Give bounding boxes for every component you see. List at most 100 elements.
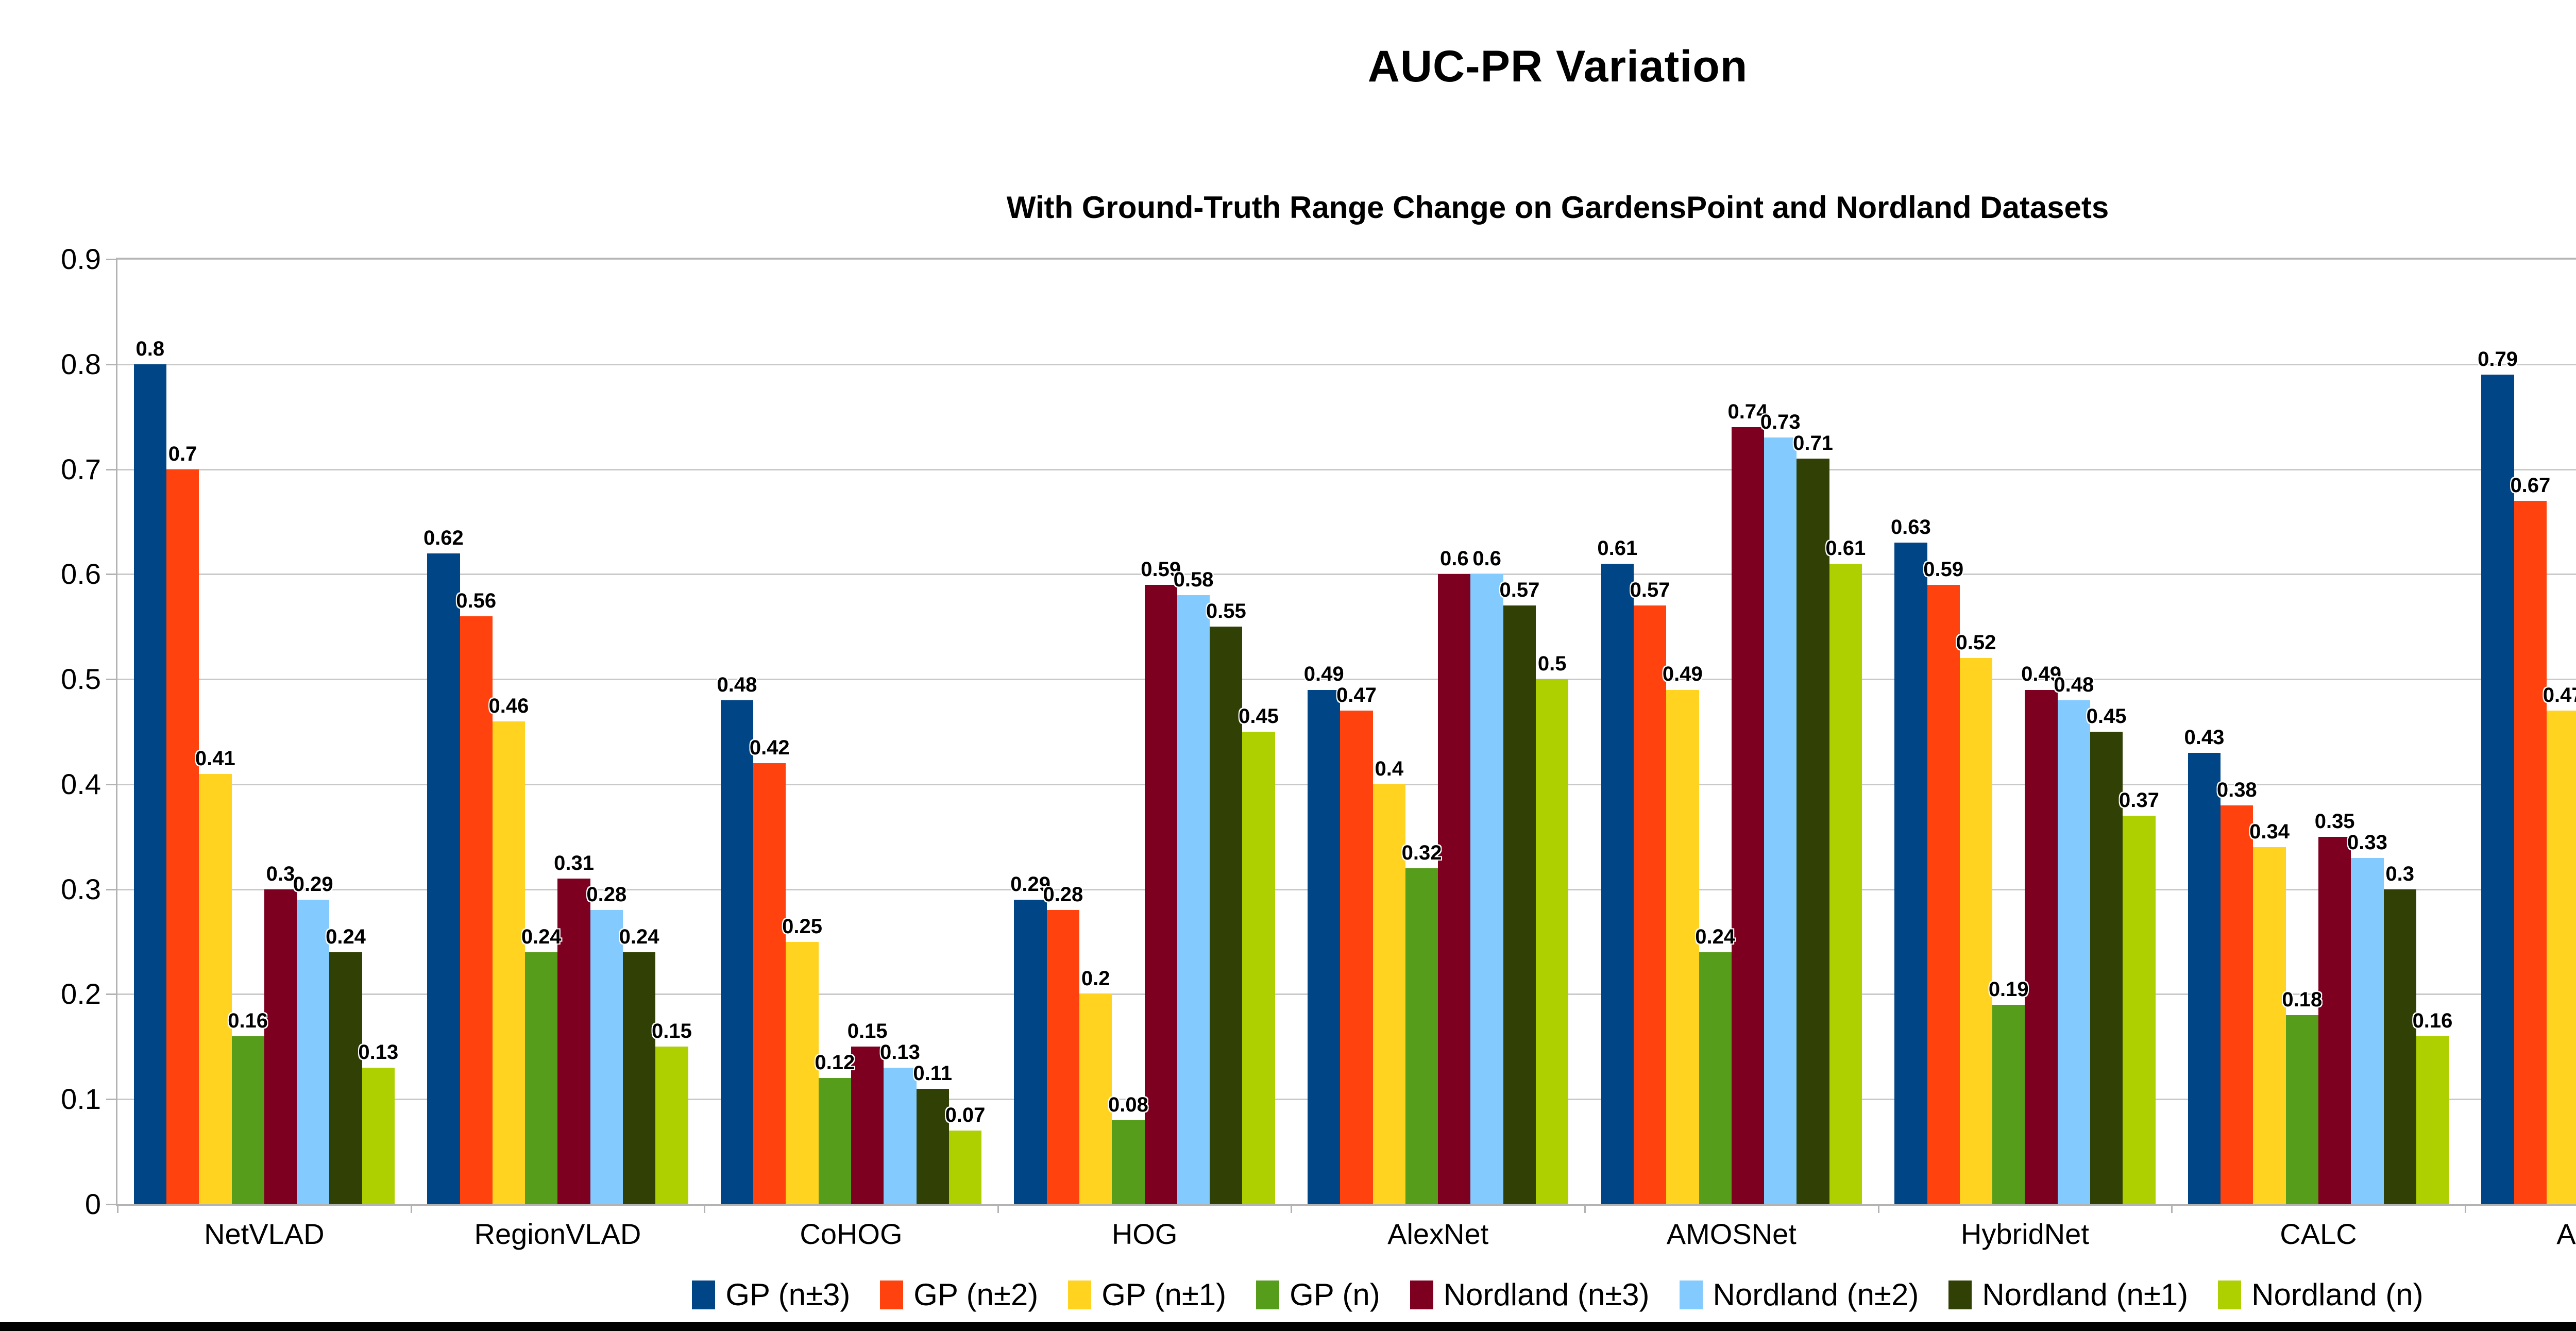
bar-gp-n±1--cohog [786, 941, 819, 1204]
legend-item: Nordland (n±3) [1410, 1277, 1650, 1312]
bar-nordland-n--calc [2416, 1036, 2449, 1204]
bar-value-label: 0.43 [2184, 726, 2225, 749]
y-axis-tick [106, 363, 116, 365]
gridline [117, 679, 2576, 681]
bar-value-label: 0.47 [1336, 684, 1377, 707]
x-axis-category-label: RegionVLAD [474, 1218, 641, 1250]
bar-value-label: 0.31 [554, 852, 594, 875]
legend-swatch [1948, 1280, 1972, 1309]
bar-gp-n±2--regionvlad [460, 616, 493, 1204]
x-axis-tick [704, 1206, 706, 1213]
y-axis-tick [106, 259, 116, 260]
bar-nordland-n±1--calc [2383, 889, 2416, 1204]
x-axis-tick [1877, 1206, 1879, 1213]
bar-value-label: 0.35 [2314, 810, 2355, 833]
x-axis-category-label: CALC [2280, 1218, 2357, 1250]
bar-value-label: 0.2 [2529, 967, 2576, 990]
bar-value-label: 0.34 [2249, 820, 2290, 844]
y-axis-tick [106, 574, 116, 576]
bar-value-label: 0.71 [1793, 432, 1833, 455]
bar-gp-n--alexnet [1405, 868, 1438, 1204]
bar-nordland-n±2--calc [2351, 857, 2384, 1204]
bar-gp-n±1--hybridnet [1959, 658, 1993, 1204]
bar-nordland-n±3--alexnet [1438, 574, 1471, 1204]
bar-nordland-n--cohog [948, 1131, 982, 1204]
bar-value-label: 0.42 [749, 736, 790, 760]
gridline [117, 259, 2576, 260]
bar-gp-n±3--ap-gem [2481, 375, 2514, 1204]
bar-value-label: 0.46 [488, 694, 529, 717]
bar-value-label: 0.11 [913, 1062, 953, 1085]
bar-value-label: 0.15 [847, 1020, 888, 1043]
y-axis-tick-label: 0.6 [61, 558, 101, 591]
bar-nordland-n--hog [1242, 732, 1275, 1204]
bar-nordland-n--amosnet [1829, 563, 1862, 1204]
legend-label: Nordland (n±1) [1982, 1277, 2189, 1312]
bar-value-label: 0.79 [2478, 348, 2518, 371]
gridline [117, 574, 2576, 576]
legend-item: GP (n) [1256, 1277, 1380, 1312]
x-axis-tick [1291, 1206, 1293, 1213]
bar-nordland-n±3--cohog [851, 1047, 884, 1204]
bar-value-label: 0.13 [879, 1041, 920, 1064]
bar-gp-n±3--amosnet [1601, 563, 1634, 1204]
bar-gp-n±2--alexnet [1340, 711, 1373, 1204]
bar-value-label: 0.59 [1923, 558, 1964, 581]
legend-item: Nordland (n±1) [1948, 1277, 2188, 1312]
legend-swatch [1068, 1280, 1092, 1309]
bar-gp-n±1--hog [1079, 994, 1112, 1204]
bar-nordland-n--regionvlad [655, 1047, 688, 1204]
legend-swatch [1256, 1280, 1280, 1309]
bar-value-label: 0.49 [2021, 663, 2061, 686]
bar-nordland-n±1--regionvlad [622, 952, 656, 1204]
bar-nordland-n±1--netvlad [329, 952, 362, 1204]
bar-nordland-n±3--regionvlad [557, 879, 590, 1204]
legend-item: Nordland (n) [2218, 1277, 2424, 1312]
bar-value-label: 0.3 [266, 862, 295, 885]
legend: GP (n±3) GP (n±2) GP (n±1) GP (n) Nordland (… [0, 1277, 2576, 1312]
bar-value-label: 0.32 [1401, 841, 1442, 864]
bar-value-label: 0.19 [1988, 978, 2029, 1001]
legend-swatch [692, 1280, 716, 1309]
bar-value-label: 0.48 [2054, 673, 2094, 696]
legend-item: GP (n±2) [880, 1277, 1038, 1312]
bar-value-label: 0.37 [2119, 789, 2159, 812]
x-axis-tick [410, 1206, 412, 1213]
bar-value-label: 0.6 [1440, 547, 1469, 570]
bar-value-label: 0.24 [619, 925, 659, 948]
bar-value-label: 0.24 [326, 925, 366, 948]
legend-item: Nordland (n±2) [1679, 1277, 1919, 1312]
y-axis-tick [106, 888, 116, 890]
legend-label: Nordland (n±3) [1443, 1277, 1650, 1312]
bar-value-label: 0.07 [945, 1104, 986, 1127]
legend-label: Nordland (n) [2251, 1277, 2424, 1312]
y-axis-tick-label: 0.3 [61, 872, 101, 905]
bar-value-label: 0.57 [1499, 579, 1540, 602]
bar-value-label: 0.09 [2561, 1083, 2576, 1106]
bar-value-label: 0.49 [1303, 663, 1344, 686]
bar-value-label: 0.57 [1630, 579, 1670, 602]
bar-value-label: 0.25 [782, 915, 822, 938]
bar-value-label: 0.61 [1825, 536, 1866, 560]
bar-gp-n--netvlad [231, 1036, 264, 1204]
bar-nordland-n--alexnet [1536, 679, 1569, 1204]
bar-value-label: 0.52 [1956, 631, 1996, 654]
bar-value-label: 0.8 [135, 337, 165, 360]
bar-nordland-n±2--amosnet [1764, 437, 1797, 1204]
bar-gp-n±1--regionvlad [492, 721, 526, 1204]
x-axis-category-label: HybridNet [1960, 1218, 2089, 1250]
x-axis-category-label: AlexNet [1387, 1218, 1489, 1250]
bar-nordland-n--hybridnet [2123, 816, 2156, 1204]
legend-label: GP (n±1) [1101, 1277, 1227, 1312]
bar-nordland-n±3--hog [1144, 584, 1177, 1204]
bar-gp-n±2--calc [2221, 805, 2253, 1204]
bar-value-label: 0.58 [1173, 568, 1214, 592]
bar-nordland-n±2--cohog [884, 1068, 917, 1204]
bar-gp-n±1--alexnet [1372, 784, 1405, 1204]
x-axis-category-label: HOG [1111, 1218, 1178, 1250]
legend-item: GP (n±3) [692, 1277, 850, 1312]
bar-value-label: 0.47 [2543, 684, 2576, 707]
y-axis-tick-label: 0 [84, 1188, 101, 1220]
y-axis-tick [106, 1204, 116, 1205]
